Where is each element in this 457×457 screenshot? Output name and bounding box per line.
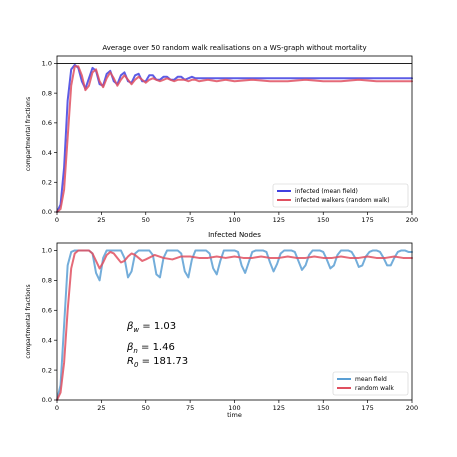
chart-title: Average over 50 random walk realisations…	[102, 44, 366, 52]
x-tick-label: 0	[55, 404, 59, 412]
y-tick-label: 0.6	[42, 306, 52, 314]
x-tick-label: 25	[97, 404, 105, 412]
y-tick-label: 0.8	[42, 89, 52, 97]
series-line-random-walk	[56, 249, 413, 401]
series-line-infected-walkers-random-walk-	[56, 65, 413, 213]
y-tick-label: 0.8	[42, 277, 52, 285]
x-tick-label: 175	[361, 404, 373, 412]
x-tick-label: 75	[186, 404, 194, 412]
legend-label: infected (mean field)	[295, 188, 358, 195]
x-tick-label: 200	[406, 404, 418, 412]
y-tick-label: 0.0	[42, 396, 52, 404]
chart-infected-average: Average over 50 random walk realisations…	[25, 44, 418, 224]
x-tick-label: 125	[273, 404, 285, 412]
legend-box	[332, 371, 409, 396]
annotation-label: R0 = 181.73	[127, 356, 188, 369]
x-tick-label: 50	[142, 404, 150, 412]
chart-infected-nodes: Infected Nodes compartmental fractions t…	[25, 231, 418, 419]
y-tick-label: 0.0	[42, 208, 52, 216]
x-tick-label: 200	[406, 216, 418, 224]
x-tick-label: 75	[186, 216, 194, 224]
x-tick-label: 125	[273, 216, 285, 224]
y-axis-label: compartmental fractions	[25, 284, 32, 358]
x-tick-label: 0	[55, 216, 59, 224]
legend-box	[272, 183, 409, 208]
y-tick-label: 0.4	[42, 149, 52, 157]
legend-label: mean field	[355, 376, 387, 383]
x-tick-label: 150	[317, 404, 329, 412]
y-tick-label: 0.6	[42, 119, 52, 127]
annotation-label: βw = 1.03	[126, 321, 176, 334]
y-tick-label: 1.0	[42, 60, 52, 68]
legend-label: infected walkers (random walk)	[295, 197, 390, 204]
y-tick-label: 0.2	[42, 366, 52, 374]
annotation-label: βn = 1.46	[126, 342, 175, 355]
legend-label: random walk	[355, 385, 394, 392]
x-axis-label: time	[227, 411, 242, 419]
chart-title: Infected Nodes	[208, 231, 261, 239]
y-axis-label: compartmental fractions	[25, 97, 32, 171]
x-tick-label: 50	[142, 216, 150, 224]
legend: infected (mean field) infected walkers (r…	[272, 183, 409, 208]
legend: mean field random walk	[332, 371, 409, 396]
y-tick-label: 0.2	[42, 178, 52, 186]
y-tick-label: 0.4	[42, 336, 52, 344]
x-tick-label: 175	[361, 216, 373, 224]
x-tick-label: 25	[97, 216, 105, 224]
x-tick-label: 100	[228, 216, 240, 224]
series-line-infected-mean-field-	[56, 63, 413, 213]
x-tick-label: 150	[317, 216, 329, 224]
x-tick-label: 100	[228, 404, 240, 412]
series-line-mean-field	[56, 249, 413, 401]
y-tick-label: 1.0	[42, 247, 52, 255]
